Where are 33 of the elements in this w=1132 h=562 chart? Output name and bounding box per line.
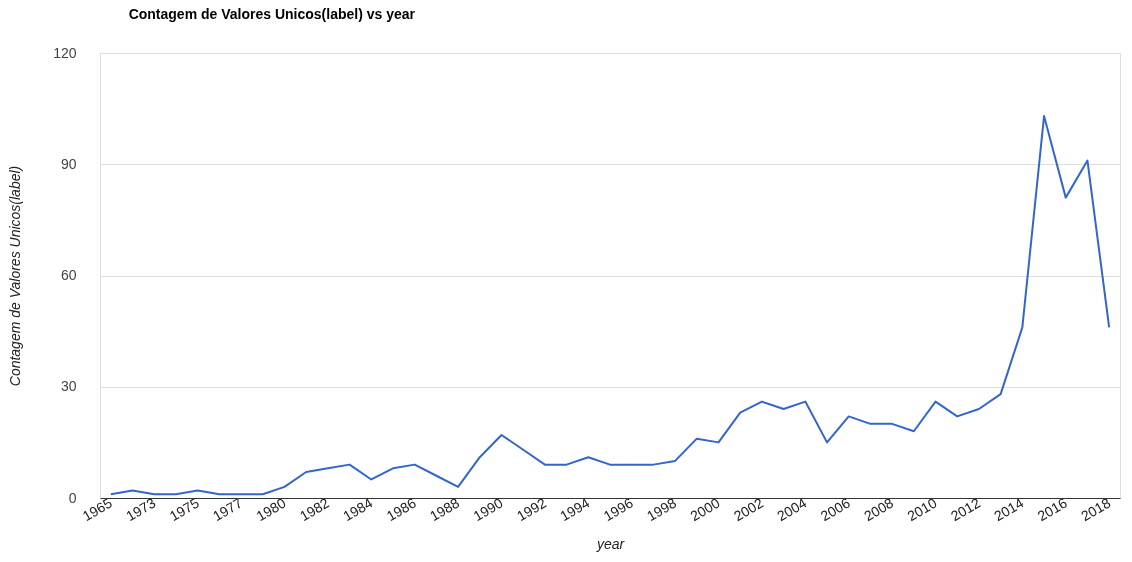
- x-tick-label: 2010: [904, 494, 940, 525]
- x-tick-label: 1996: [600, 494, 636, 525]
- x-tick-label: 2008: [861, 494, 897, 525]
- x-tick-label: 2004: [774, 494, 810, 525]
- x-tick-label: 2000: [687, 494, 723, 525]
- y-tick-label: 120: [53, 44, 77, 61]
- y-tick-label: 30: [60, 378, 77, 395]
- x-tick-label: 2012: [947, 494, 984, 525]
- x-tick-label: 1994: [557, 494, 593, 525]
- x-tick-label: 1998: [644, 494, 680, 525]
- y-tick-label: 90: [60, 155, 77, 172]
- x-tick-label: 1965: [79, 494, 116, 525]
- y-tick-label: 0: [68, 489, 77, 506]
- x-axis-title: year: [595, 536, 626, 553]
- x-tick-label: 2016: [1034, 494, 1070, 525]
- x-tick-label: 1986: [383, 494, 419, 525]
- x-tick-label: 1980: [253, 494, 289, 525]
- y-tick-label: 60: [60, 267, 77, 283]
- x-tick-label: 1975: [166, 494, 202, 525]
- x-tick-label: 1973: [123, 494, 159, 525]
- x-tick-label: 1982: [296, 494, 333, 525]
- x-tick-label: 2018: [1078, 494, 1114, 525]
- x-tick-label: 1977: [210, 494, 246, 525]
- x-tick-label: 2002: [730, 494, 767, 525]
- y-axis-title: Contagem de Valores Unicos(label): [7, 165, 24, 387]
- line-series: [109, 115, 1111, 496]
- chart-title: Contagem de Valores Unicos(label) vs year: [128, 6, 416, 22]
- x-tick-label: 2006: [817, 494, 853, 525]
- x-tick-label: 1992: [513, 494, 550, 525]
- x-tick-label: 2014: [991, 494, 1027, 525]
- x-tick-label: 1984: [340, 494, 376, 525]
- x-tick-label: 1990: [470, 494, 506, 525]
- x-tick-label: 1988: [427, 494, 463, 525]
